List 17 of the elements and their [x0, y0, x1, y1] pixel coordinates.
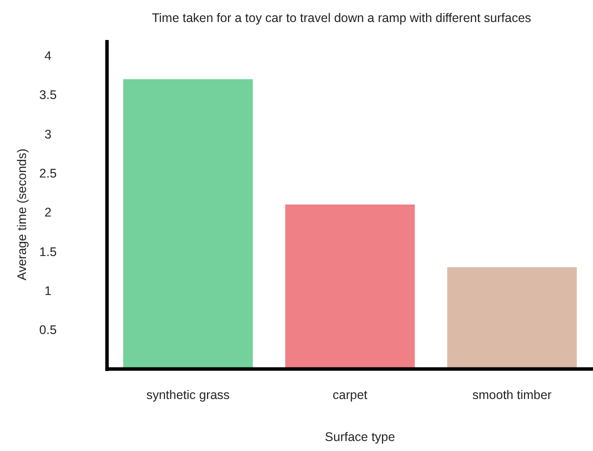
- y-tick-label: 0.5: [39, 323, 57, 338]
- y-tick-label: 1.5: [39, 244, 57, 259]
- y-tick-label: 2: [44, 206, 52, 220]
- y-tick-label: 2.5: [39, 166, 57, 181]
- x-tick-label: synthetic grass: [146, 388, 230, 402]
- x-axis-title: Surface type: [324, 430, 396, 444]
- y-axis-title: Average time (seconds): [15, 148, 29, 280]
- x-tick-label: carpet: [332, 388, 368, 402]
- y-tick-label: 1: [44, 284, 52, 298]
- y-tick-label: 3: [44, 127, 52, 142]
- bar: [123, 79, 253, 369]
- x-tick-label: smooth timber: [472, 388, 552, 402]
- bar: [285, 204, 415, 369]
- bar: [447, 267, 577, 369]
- chart-title: Time taken for a toy car to travel down a ramp with different surfaces: [152, 11, 532, 25]
- y-tick-label: 3.5: [39, 88, 57, 102]
- y-tick-label: 4: [44, 49, 52, 64]
